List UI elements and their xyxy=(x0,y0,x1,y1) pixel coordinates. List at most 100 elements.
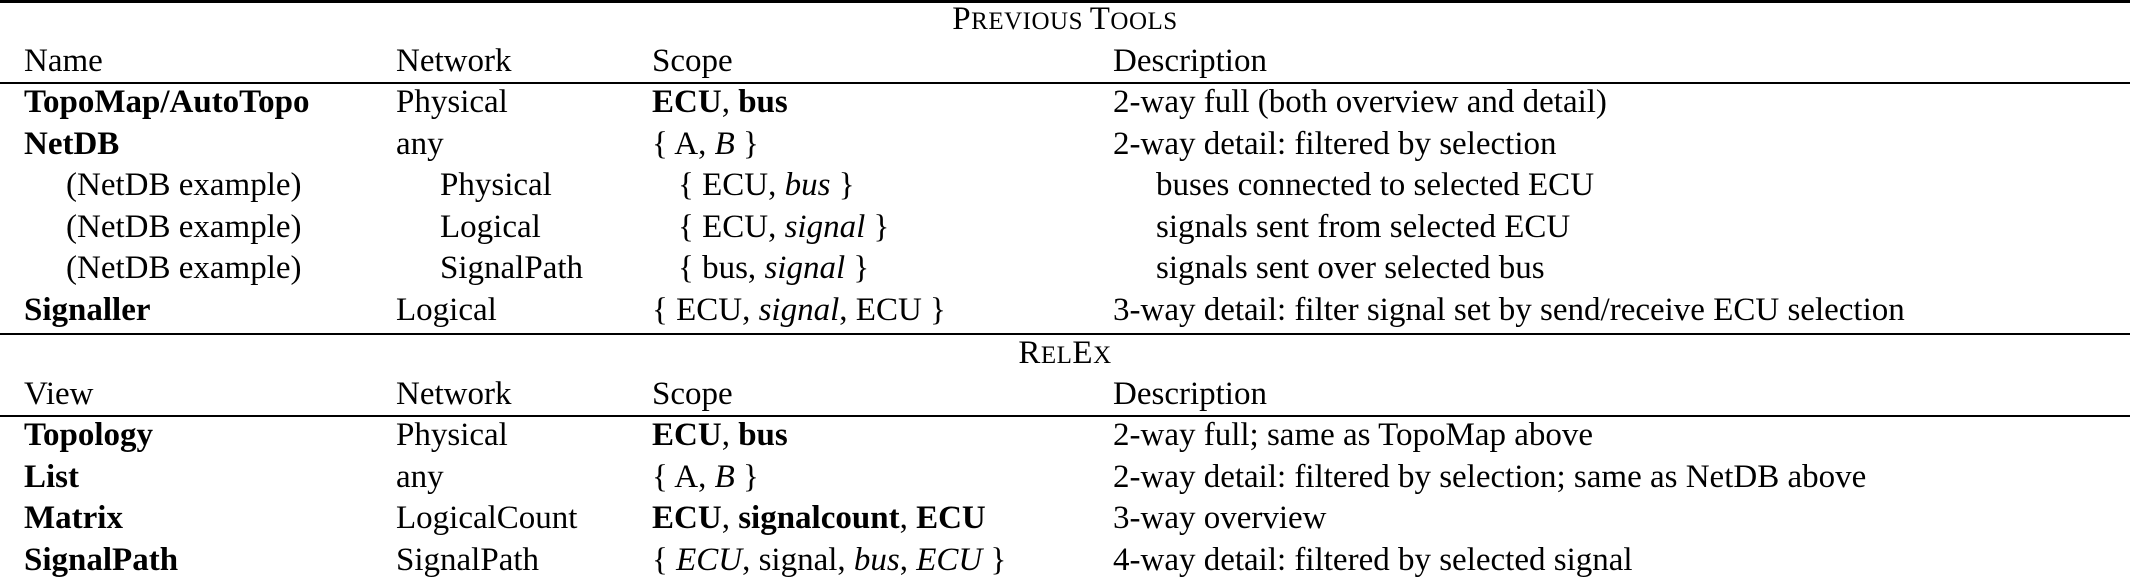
cell-scope: { bus, signal } xyxy=(678,248,869,288)
relex-header-rule xyxy=(0,415,2130,417)
relex-header-row: View Network Scope Description xyxy=(0,374,2130,414)
cell-network: LogicalCount xyxy=(396,500,578,536)
cell-name: (NetDB example) xyxy=(66,208,302,245)
cell-network: Physical xyxy=(396,417,508,453)
scope-segment: { A, xyxy=(652,458,715,495)
cell-name: (NetDB example) xyxy=(66,167,302,203)
cell-network: Physical xyxy=(396,84,508,120)
section-title-part: T xyxy=(1089,1,1111,37)
cell-description: 2-way full (both overview and detail) xyxy=(1113,84,1607,120)
scope-segment: , xyxy=(721,417,739,453)
top-rule xyxy=(0,0,2130,3)
cell-name: Topology xyxy=(24,417,154,453)
header-network: Network xyxy=(396,376,512,412)
scope-segment: } xyxy=(830,167,855,203)
section-title-part: R xyxy=(1018,335,1041,371)
cell-network: Logical xyxy=(440,208,541,245)
header-scope: Scope xyxy=(652,376,733,412)
cell-description: buses connected to selected ECU xyxy=(1156,167,1595,203)
scope-segment: signalcount xyxy=(738,500,900,536)
scope-segment: } xyxy=(734,125,759,162)
scope-segment: , ECU } xyxy=(839,291,946,328)
scope-segment: signal xyxy=(764,250,846,286)
scope-segment: B xyxy=(714,125,735,162)
header-name: Name xyxy=(24,43,103,79)
cell-name: (NetDB example) xyxy=(66,250,302,286)
scope-segment: , xyxy=(721,500,739,536)
scope-segment: { bus, xyxy=(678,250,765,286)
cell-scope: ECU, bus xyxy=(652,82,788,122)
cell-description: signals sent over selected bus xyxy=(1156,250,1545,286)
previous-tools-title: PREVIOUS TOOLS xyxy=(0,0,2130,41)
scope-segment: , xyxy=(899,500,917,536)
cell-scope: ECU, bus xyxy=(652,415,788,455)
cell-network: Logical xyxy=(396,291,497,328)
header-network: Network xyxy=(396,43,512,79)
cell-name: NetDB xyxy=(24,125,120,162)
cell-network: any xyxy=(396,458,444,495)
cell-scope: { ECU, signal, bus, ECU } xyxy=(652,540,1006,580)
previous-tools-header-row: Name Network Scope Description xyxy=(0,41,2130,81)
scope-segment: { ECU, xyxy=(678,208,785,245)
cell-network: SignalPath xyxy=(440,250,584,286)
scope-segment: bus xyxy=(738,417,788,453)
cell-network: SignalPath xyxy=(396,541,540,578)
header-description: Description xyxy=(1113,43,1267,79)
scope-segment: { ECU, xyxy=(652,291,759,328)
cell-description: signals sent from selected ECU xyxy=(1156,208,1571,245)
cell-scope: { ECU, bus } xyxy=(678,165,855,205)
scope-segment: bus xyxy=(784,167,831,203)
cell-name: Matrix xyxy=(24,500,123,536)
cell-name: List xyxy=(24,458,80,495)
table-row: TopoMap/AutoTopo Physical ECU, bus 2-way fu… xyxy=(0,82,2130,122)
scope-segment: } xyxy=(734,458,759,495)
header-view: View xyxy=(24,376,94,412)
header-description: Description xyxy=(1113,376,1267,412)
table-row: Signaller Logical { ECU, signal, ECU } 3-wa… xyxy=(0,290,2130,330)
cell-scope: { ECU, signal, ECU } xyxy=(652,290,946,330)
table-row: SignalPath SignalPath { ECU, signal, bus, … xyxy=(0,540,2130,580)
scope-segment: bus xyxy=(738,84,788,120)
cell-name: TopoMap/AutoTopo xyxy=(24,84,310,120)
table-row: Topology Physical ECU, bus 2-way full; same… xyxy=(0,415,2130,455)
cell-scope: { A, B } xyxy=(652,457,759,497)
cell-description: 2-way detail: filtered by selection; sam… xyxy=(1113,458,1867,495)
scope-segment: , signal, xyxy=(742,541,854,578)
cell-description: 2-way detail: filtered by selection xyxy=(1113,125,1557,162)
section-title-part: P xyxy=(952,1,972,37)
table-row: (NetDB example) SignalPath { bus, signal }… xyxy=(0,248,2130,288)
table-row: Matrix LogicalCount ECU, signalcount, ECU 3… xyxy=(0,498,2130,538)
scope-segment: signal xyxy=(758,291,840,328)
scope-segment: bus xyxy=(853,541,900,578)
scope-segment: { ECU, xyxy=(678,167,785,203)
table-row: (NetDB example) Logical{ ECU, signal } sig… xyxy=(0,207,2130,247)
table-row: NetDB any { A, B } 2-way detail: filtered b… xyxy=(0,124,2130,164)
scope-segment: ECU xyxy=(652,84,722,120)
scope-segment: ECU xyxy=(916,500,986,536)
scope-segment: ECU xyxy=(652,500,722,536)
scope-segment: ECU xyxy=(916,541,983,578)
section-divider-rule xyxy=(0,333,2130,335)
cell-network: any xyxy=(396,125,444,162)
scope-segment: signal xyxy=(784,208,866,245)
cell-description: 3-way detail: filter signal set by send/… xyxy=(1113,291,1905,328)
header-scope: Scope xyxy=(652,43,733,79)
cell-description: 3-way overview xyxy=(1113,500,1327,536)
scope-segment: B xyxy=(714,458,735,495)
scope-segment: } xyxy=(865,208,890,245)
table-row: List any { A, B } 2-way detail: filtered by… xyxy=(0,457,2130,497)
section-title-part: X xyxy=(1093,342,1112,369)
cell-network: Physical xyxy=(440,167,552,203)
scope-segment: } xyxy=(845,250,870,286)
previous-tools-header-rule xyxy=(0,82,2130,84)
cell-scope: { ECU, signal } xyxy=(678,207,889,247)
table-row: (NetDB example) Physical { ECU, bus } buses… xyxy=(0,165,2130,205)
section-title-part: E xyxy=(1072,335,1094,371)
cell-scope: { A, B } xyxy=(652,124,759,164)
section-title-part: EL xyxy=(1040,342,1073,369)
cell-name: SignalPath xyxy=(24,541,179,578)
scope-segment: ECU xyxy=(652,417,722,453)
scope-segment: ECU xyxy=(676,541,743,578)
cell-scope: ECU, signalcount, ECU xyxy=(652,498,986,538)
cell-name: Signaller xyxy=(24,291,151,328)
